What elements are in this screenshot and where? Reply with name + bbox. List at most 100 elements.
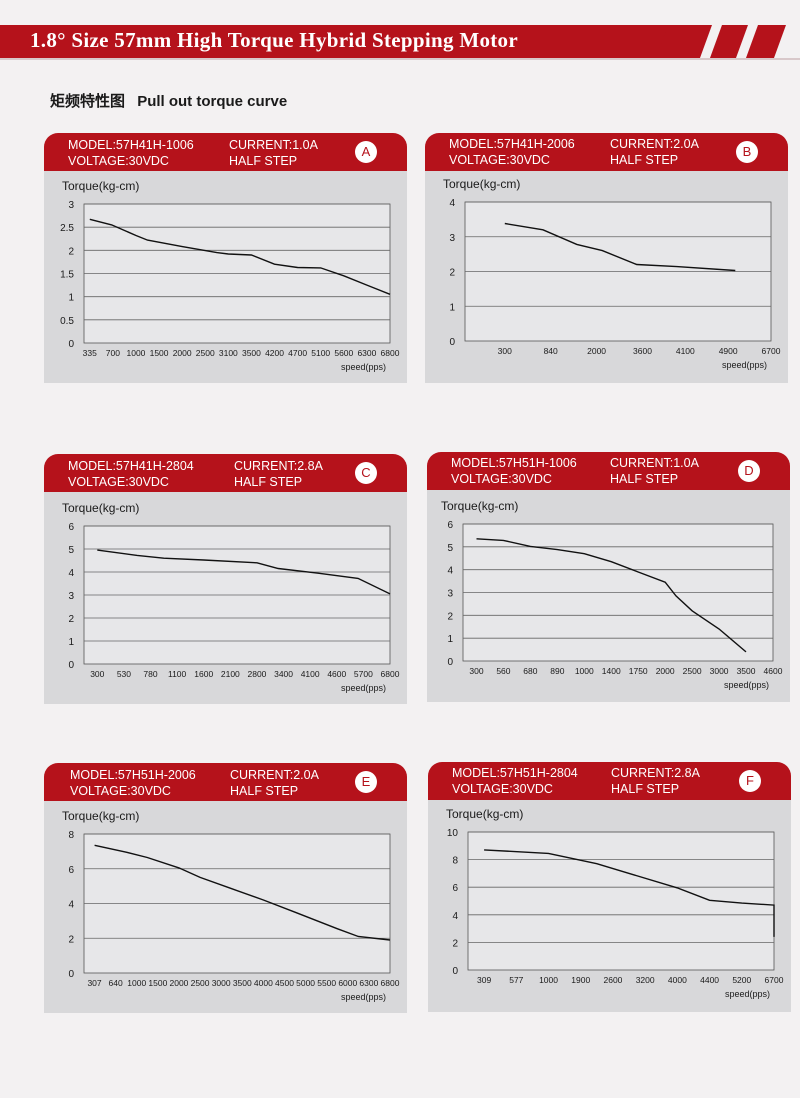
y-tick-label: 2.5	[60, 223, 74, 234]
chart-panel-c: MODEL:57H41H-2804 CURRENT:2.8A VOLTAGE:3…	[44, 454, 407, 704]
x-tick-label: 1750	[629, 666, 648, 676]
torque-curve	[97, 549, 391, 595]
y-tick-label: 2	[452, 938, 458, 949]
x-tick-label: 680	[523, 666, 537, 676]
current-label: CURRENT:1.0A	[610, 456, 699, 470]
x-axis-label: speed(pps)	[341, 683, 386, 693]
banner-red-bar	[0, 25, 680, 58]
model-label: MODEL:57H41H-2804	[68, 459, 194, 473]
x-tick-label: 6000	[338, 978, 357, 988]
x-tick-label: 4400	[700, 975, 719, 985]
x-tick-label: 4600	[327, 669, 346, 679]
x-tick-label: 5100	[311, 348, 330, 358]
current-label: CURRENT:2.8A	[611, 766, 700, 780]
y-tick-label: 0	[68, 660, 74, 671]
page-banner: 1.8° Size 57mm High Torque Hybrid Steppi…	[0, 25, 800, 58]
x-tick-label: 4100	[676, 346, 695, 356]
y-tick-label: 6	[447, 520, 453, 531]
x-tick-label: 5000	[296, 978, 315, 988]
x-tick-label: 5600	[334, 348, 353, 358]
y-axis-label: Torque(kg-cm)	[62, 501, 139, 515]
current-label: CURRENT:2.0A	[230, 768, 319, 782]
y-tick-label: 2	[68, 614, 74, 625]
x-tick-label: 1400	[602, 666, 621, 676]
panel-header: MODEL:57H51H-2006 CURRENT:2.0A VOLTAGE:3…	[44, 763, 407, 801]
y-tick-label: 4	[449, 198, 455, 209]
page-title: 1.8° Size 57mm High Torque Hybrid Steppi…	[30, 28, 518, 52]
torque-chart: Torque(kg-cm) 0 2 4 6 8 307 640 1000 1500 2000 2500…	[62, 809, 400, 1002]
y-tick-label: 1	[449, 302, 455, 313]
y-axis-label: Torque(kg-cm)	[62, 809, 139, 823]
x-tick-label: 300	[498, 346, 512, 356]
panel-header: MODEL:57H51H-2804 CURRENT:2.8A VOLTAGE:3…	[428, 762, 791, 800]
x-tick-label: 4000	[668, 975, 687, 985]
x-tick-label: 2500	[683, 666, 702, 676]
x-tick-label: 1000	[127, 348, 146, 358]
torque-curve	[504, 222, 736, 272]
step-label: HALF STEP	[611, 782, 680, 796]
model-label: MODEL:57H51H-2006	[70, 768, 196, 782]
y-tick-label: 3	[68, 591, 74, 602]
x-tick-label: 6700	[765, 975, 784, 985]
y-tick-label: 6	[68, 522, 74, 533]
voltage-label: VOLTAGE:30VDC	[449, 153, 550, 167]
banner-underline	[0, 58, 800, 60]
model-label: MODEL:57H41H-2006	[449, 137, 575, 151]
model-label: MODEL:57H41H-1006	[68, 138, 194, 152]
chart-panel-a: MODEL:57H41H-1006 CURRENT:1.0A VOLTAGE:3…	[44, 133, 407, 383]
y-tick-label: 2	[447, 611, 453, 622]
y-tick-label: 0	[449, 337, 455, 348]
y-tick-label: 2	[68, 934, 74, 945]
torque-chart: Torque(kg-cm) 0 1 2 3 4 300 840 2000 3600 4100 4900…	[443, 177, 781, 370]
x-tick-label: 3600	[633, 346, 652, 356]
panel-letter-badge: E	[355, 771, 377, 793]
x-tick-label: 3200	[636, 975, 655, 985]
current-label: CURRENT:1.0A	[229, 138, 318, 152]
x-tick-label: 2500	[191, 978, 210, 988]
panel-letter-badge: C	[355, 462, 377, 484]
current-label: CURRENT:2.0A	[610, 137, 699, 151]
panel-letter-badge: D	[738, 460, 760, 482]
x-tick-label: 2000	[170, 978, 189, 988]
x-tick-label: 3500	[737, 666, 756, 676]
y-tick-label: 0	[447, 657, 453, 668]
y-tick-label: 1.5	[60, 270, 74, 281]
x-tick-label: 2000	[587, 346, 606, 356]
panel-header: MODEL:57H41H-1006 CURRENT:1.0A VOLTAGE:3…	[44, 133, 407, 171]
torque-curve	[89, 218, 391, 295]
chart-panel-f: MODEL:57H51H-2804 CURRENT:2.8A VOLTAGE:3…	[428, 762, 791, 1012]
x-tick-label: 1500	[148, 978, 167, 988]
x-tick-label: 560	[496, 666, 510, 676]
y-tick-label: 10	[447, 828, 459, 839]
x-tick-label: 1000	[575, 666, 594, 676]
x-tick-label: 840	[544, 346, 558, 356]
x-tick-label: 1000	[539, 975, 558, 985]
step-label: HALF STEP	[610, 472, 679, 486]
y-tick-label: 0	[68, 339, 74, 350]
y-tick-label: 8	[452, 856, 458, 867]
chart-panel-d: MODEL:57H51H-1006 CURRENT:1.0A VOLTAGE:3…	[427, 452, 790, 702]
x-tick-label: 3500	[233, 978, 252, 988]
y-tick-label: 0	[452, 966, 458, 977]
x-tick-label: 1000	[127, 978, 146, 988]
model-label: MODEL:57H51H-1006	[451, 456, 577, 470]
x-axis-label: speed(pps)	[724, 680, 769, 690]
y-tick-label: 4	[68, 568, 74, 579]
x-tick-label: 5200	[732, 975, 751, 985]
y-tick-label: 3	[449, 233, 455, 244]
section-heading: 矩频特性图 Pull out torque curve	[50, 90, 287, 111]
section-heading-cn: 矩频特性图	[50, 93, 126, 110]
plot-area	[467, 831, 775, 971]
x-tick-label: 300	[90, 669, 104, 679]
x-tick-label: 4500	[275, 978, 294, 988]
y-tick-label: 0	[68, 969, 74, 980]
x-tick-label: 4200	[265, 348, 284, 358]
x-tick-label: 309	[477, 975, 491, 985]
step-label: HALF STEP	[610, 153, 679, 167]
x-tick-label: 700	[106, 348, 120, 358]
model-label: MODEL:57H51H-2804	[452, 766, 578, 780]
x-tick-label: 4900	[719, 346, 738, 356]
x-tick-label: 4100	[301, 669, 320, 679]
panel-letter-badge: A	[355, 141, 377, 163]
chart-panel-b: MODEL:57H41H-2006 CURRENT:2.0A VOLTAGE:3…	[425, 133, 788, 383]
